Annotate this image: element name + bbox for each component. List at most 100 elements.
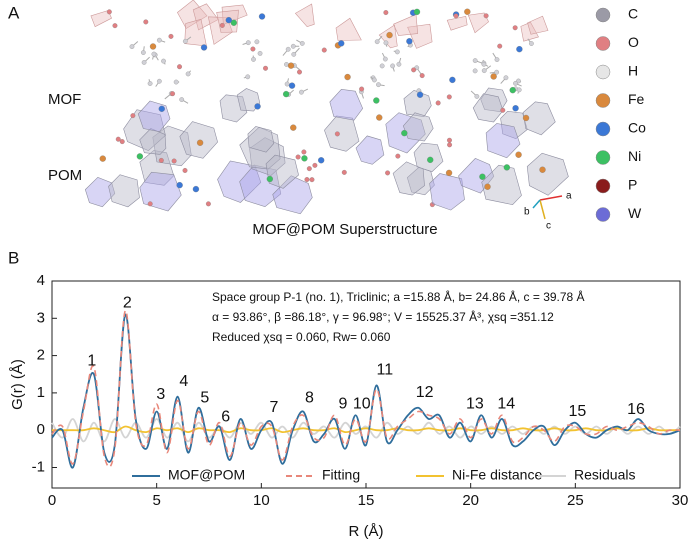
axis-c (540, 200, 545, 219)
y-tick-label: 0 (37, 421, 45, 438)
legend-swatch (596, 94, 610, 108)
atom (291, 44, 295, 48)
polyhedron (336, 18, 361, 40)
atom (475, 94, 479, 98)
atom (152, 52, 156, 56)
atom (447, 143, 452, 148)
atom (318, 157, 324, 163)
legend-swatch (596, 8, 610, 22)
atom (206, 202, 211, 207)
atom (157, 38, 161, 42)
legend-swatch (596, 122, 610, 136)
atom (226, 17, 232, 23)
peak-label: 3 (156, 386, 165, 403)
atom (148, 202, 153, 207)
atom (107, 10, 112, 15)
atom (251, 47, 256, 52)
atom (159, 106, 165, 112)
atom (510, 87, 516, 93)
atom (120, 139, 125, 144)
atom (516, 46, 522, 52)
axis-a (540, 196, 562, 200)
atom (299, 90, 303, 94)
atom (172, 159, 177, 164)
atom (169, 34, 174, 39)
atom (302, 150, 307, 155)
polyhedron (486, 123, 520, 157)
atom (384, 41, 388, 45)
legend-label: Residuals (574, 467, 635, 483)
legend-swatch (596, 37, 610, 51)
atom (501, 108, 506, 113)
atom (385, 171, 390, 176)
atom (183, 39, 187, 43)
atom (338, 40, 344, 46)
polyhedron (394, 15, 418, 36)
atom (517, 88, 521, 92)
polyhedron (138, 101, 170, 132)
atom (193, 186, 199, 192)
atom (292, 52, 296, 56)
atom (130, 44, 134, 48)
y-tick-label: 4 (37, 272, 45, 289)
atom (300, 41, 304, 45)
atom (148, 81, 152, 85)
atom (288, 63, 294, 69)
peak-label: 8 (305, 390, 314, 407)
atom (495, 57, 499, 61)
legend-label: H (628, 63, 638, 79)
y-tick-label: 3 (37, 309, 45, 326)
legend-label: Fe (628, 91, 645, 107)
atom (345, 74, 351, 80)
atom (255, 40, 259, 44)
atom (523, 115, 529, 121)
atom (540, 167, 546, 173)
atom (390, 64, 394, 68)
x-axis-label: R (Å) (349, 523, 384, 540)
atom (289, 83, 295, 89)
atom (372, 78, 376, 82)
peak-label: 15 (569, 403, 587, 420)
atom (417, 92, 423, 98)
x-tick-label: 25 (567, 492, 584, 509)
atom (246, 75, 250, 79)
peak-label: 11 (377, 362, 394, 379)
atom (513, 105, 519, 111)
atom (376, 82, 380, 86)
atom (297, 70, 302, 75)
atom (113, 23, 118, 28)
atom (529, 41, 533, 45)
atom (251, 57, 255, 61)
structure (85, 0, 568, 214)
atom (177, 182, 183, 188)
atom (420, 73, 425, 78)
atom (307, 166, 312, 171)
atom (305, 177, 310, 182)
atom (479, 174, 485, 180)
atom (414, 9, 420, 15)
atom (376, 115, 382, 121)
x-tick-label: 10 (253, 492, 270, 509)
atom (263, 66, 268, 71)
atom (411, 68, 416, 73)
peak-label: 4 (179, 373, 188, 390)
atom (283, 91, 289, 97)
polyhedron (295, 4, 314, 27)
pom-label: POM (48, 167, 82, 184)
peak-label: 14 (497, 395, 515, 412)
atom (464, 9, 470, 15)
legend-label: Co (628, 120, 646, 136)
peak-label: 6 (221, 408, 230, 425)
y-axis-label: G(r) (Å) (9, 359, 26, 410)
legend-swatch (596, 208, 610, 222)
atom (516, 152, 522, 158)
y-tick-label: 1 (37, 384, 45, 401)
atom (286, 47, 290, 51)
info-text: α = 93.86°, β =86.18°, γ = 96.98°; V = 1… (212, 309, 554, 324)
atom (375, 39, 379, 43)
polyhedron (324, 116, 359, 151)
atom (246, 40, 250, 44)
